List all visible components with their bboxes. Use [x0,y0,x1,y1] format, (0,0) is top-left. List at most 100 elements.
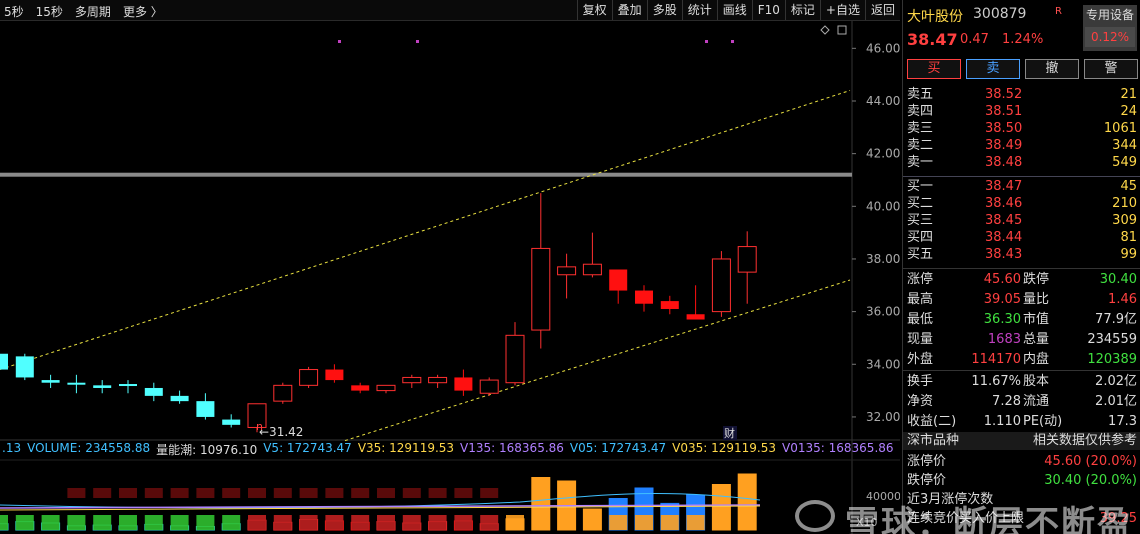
book-row[interactable]: 卖二 38.49 344 [903,137,1140,154]
prev-volume-bar [325,488,344,498]
book-row[interactable]: 卖一 38.48 549 [903,154,1140,171]
period-selector: 5秒 15秒 多周期 更多 〉 [4,3,163,20]
sell-button[interactable]: 卖 [966,59,1020,79]
stat-label: 内盘 [1023,352,1050,367]
stat-label: PE(动) [1023,414,1063,429]
candle-body[interactable] [531,247,551,331]
candle-body[interactable] [351,385,370,391]
energy-bar [222,515,241,530]
toolbar-button[interactable]: 叠加 [611,0,647,20]
period-tab[interactable]: 5秒 [4,5,24,19]
candle-body[interactable] [582,263,602,276]
energy-bar [377,515,395,530]
toolbar-button[interactable]: F10 [751,0,785,20]
cancel-order-button[interactable]: 撤 [1025,59,1079,79]
book-level: 卖五 [907,87,934,102]
energy-bar [402,515,421,530]
kline-chart[interactable]: 46.00 44.00 42.00 40.00 38.00 36.00 34.00 32.00… [0,0,900,534]
candle-body[interactable] [41,380,60,383]
alert-button[interactable]: 警 [1084,59,1138,79]
limit-value: 39.25 [1099,511,1137,526]
toolbar-button[interactable]: 返回 [864,0,900,20]
candle-body[interactable] [686,314,705,320]
book-level: 买三 [907,213,934,228]
diamond-icon[interactable] [820,25,830,35]
limit-row: 涨停价 45.60 (20.0%) [903,452,1140,471]
period-tab[interactable]: 15秒 [35,5,63,19]
lower-trendline[interactable] [344,279,851,442]
candle-body[interactable] [479,379,499,394]
book-row[interactable]: 卖三 38.50 1061 [903,120,1140,137]
period-tab[interactable]: 更多 〉 [122,5,163,19]
energy-bar [635,515,653,530]
stat-row: 涨停 45.60 跌停 30.40 [903,270,1140,290]
toolbar-button[interactable]: +自选 [819,0,865,20]
finance-flag[interactable] [723,426,737,440]
stat-row: 净资 7.28 流通 2.01亿 [903,392,1140,412]
candle-body[interactable] [273,384,293,402]
candle-body[interactable] [454,377,473,391]
sector-box[interactable]: 专用设备 0.12% [1083,5,1137,51]
candle-body[interactable] [635,290,653,304]
upper-trendline[interactable] [0,89,851,371]
stat-row: 最高 39.05 量比 1.46 [903,290,1140,310]
candle-body[interactable] [0,353,8,370]
candle-body[interactable] [170,395,189,402]
book-row[interactable]: 买四 38.44 81 [903,229,1140,246]
stock-name[interactable]: 大叶股份 [907,9,963,25]
book-row[interactable]: 买三 38.45 309 [903,212,1140,229]
toolbar-button[interactable]: 画线 [716,0,752,20]
energy-bar [15,515,34,530]
book-price: 38.49 [985,138,1023,153]
period-tab[interactable]: 多周期 [74,5,111,19]
toolbar-button[interactable]: 复权 [576,0,612,20]
candle-body[interactable] [609,269,628,291]
market-band: 深市品种 相关数据仅供参考 [903,432,1140,450]
candle-body[interactable] [660,301,679,309]
candle-body[interactable] [557,266,577,276]
candle-body[interactable] [247,403,267,428]
candle-body[interactable] [93,385,112,388]
candle-body[interactable] [737,246,757,273]
candle-body[interactable] [222,419,241,425]
candle-body[interactable] [325,369,344,381]
candle-body[interactable] [196,401,215,417]
candle-body[interactable] [428,376,448,384]
watermark: 雪球：断层不断盈 [793,496,1133,534]
energy-bar [480,515,499,530]
candle-body[interactable] [67,382,86,385]
book-row[interactable]: 卖五 38.52 21 [903,86,1140,103]
volume-indicator-line: .13 VOLUME: 234558.88 量能潮: 10976.10 V5: 172… [0,441,894,459]
candle-body[interactable] [402,376,422,384]
candle-body[interactable] [711,258,731,313]
energy-bar [686,515,705,530]
stat-value: 1683 [987,332,1021,347]
stat-label: 量比 [1023,292,1050,307]
square-icon[interactable] [837,25,847,35]
buy-button[interactable]: 买 [907,59,961,79]
stat-value: 234559 [1087,332,1137,347]
book-price: 38.45 [985,213,1023,228]
toolbar-button[interactable]: 多股 [646,0,682,20]
indicator-value: V35: 129119.53 [357,441,455,455]
toolbar-button[interactable]: 标记 [784,0,820,20]
book-row[interactable]: 卖四 38.51 24 [903,103,1140,120]
book-row[interactable]: 买五 38.43 99 [903,246,1140,263]
candle-body[interactable] [15,356,34,378]
stat-value: 39.05 [983,292,1021,307]
candle-body[interactable] [299,369,319,386]
book-row[interactable]: 买一 38.47 45 [903,178,1140,195]
toolbar-button[interactable]: 统计 [681,0,717,20]
book-price: 38.51 [985,104,1023,119]
prev-volume-bar [402,488,421,498]
energy-bar [454,515,473,530]
prev-volume-bar [273,488,292,498]
candle-body[interactable] [505,334,525,384]
book-row[interactable]: 买二 38.46 210 [903,195,1140,212]
book-volume: 24 [1120,104,1137,119]
candle-body[interactable] [144,387,163,396]
volume-ma135-line [0,504,761,509]
candle-body[interactable] [376,384,396,392]
candle-body[interactable] [119,384,137,387]
vol-tick-label: 40000 [866,490,900,503]
